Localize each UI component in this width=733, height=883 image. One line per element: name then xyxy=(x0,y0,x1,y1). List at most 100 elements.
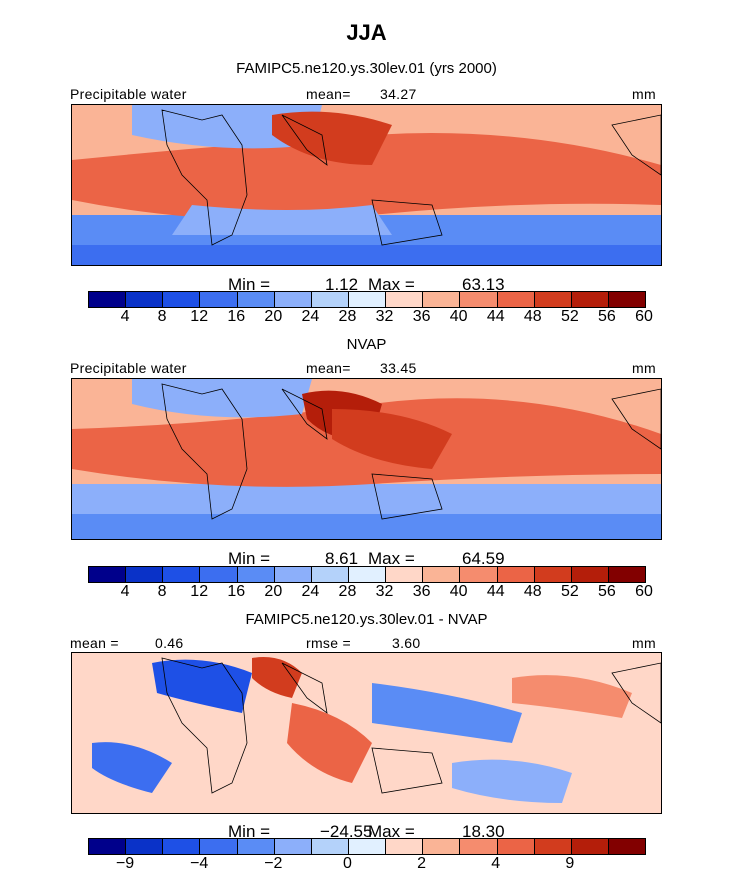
panel1-mean-value: 34.27 xyxy=(380,86,417,102)
panel1-title: FAMIPC5.ne120.ys.30lev.01 (yrs 2000) xyxy=(236,60,497,77)
panel3-mean-value: 0.46 xyxy=(155,635,184,651)
panel3-title: FAMIPC5.ne120.ys.30lev.01 - NVAP xyxy=(245,611,488,628)
colorbar-tick-label: 48 xyxy=(523,583,542,600)
colorbar-cell xyxy=(571,839,609,854)
colorbar-tick-label: 16 xyxy=(227,308,246,325)
colorbar-cell xyxy=(608,839,646,854)
colorbar-cell xyxy=(237,839,275,854)
panel1-colorbar xyxy=(88,291,646,308)
colorbar-tick-label: 32 xyxy=(375,308,394,325)
colorbar-cell xyxy=(200,567,238,582)
colorbar-cell xyxy=(237,567,275,582)
colorbar-cell xyxy=(571,567,609,582)
colorbar-tick-label: 44 xyxy=(486,583,505,600)
colorbar-tick-label: 8 xyxy=(157,583,167,600)
panel2-max-value: 64.59 xyxy=(462,549,505,568)
colorbar-tick-label: −4 xyxy=(190,855,209,872)
colorbar-tick-label: 20 xyxy=(264,308,283,325)
panel3-colorbar xyxy=(88,838,646,855)
colorbar-cell xyxy=(534,839,572,854)
panel2-title: NVAP xyxy=(346,336,387,353)
colorbar-cell xyxy=(311,567,349,582)
colorbar-cell xyxy=(163,292,201,307)
colorbar-tick-label: 56 xyxy=(598,308,616,325)
colorbar-cell xyxy=(237,292,275,307)
colorbar-cell xyxy=(534,292,572,307)
colorbar-tick-label: 40 xyxy=(449,583,468,600)
panel3-min-value: −24.55 xyxy=(320,822,373,841)
colorbar-tick-label: 52 xyxy=(560,308,579,325)
colorbar-cell xyxy=(163,839,201,854)
colorbar-cell xyxy=(274,839,312,854)
panel1-variable: Precipitable water xyxy=(70,86,187,102)
panel1-max-label: Max = xyxy=(368,275,415,294)
colorbar-cell xyxy=(608,567,646,582)
colorbar-tick-label: 4 xyxy=(491,855,501,872)
colorbar-cell xyxy=(497,839,535,854)
colorbar-cell xyxy=(423,567,461,582)
panel2-warm-pool xyxy=(332,409,452,469)
panel1-tropical-band xyxy=(72,133,661,220)
panel3-colorbar-ticks: −9 −4 −2 0 2 4 9 xyxy=(88,855,644,875)
panel2-min-value: 8.61 xyxy=(325,549,359,568)
panel1-mean-label: mean= xyxy=(306,86,351,102)
panel3-indian-ocean xyxy=(287,703,372,783)
colorbar-cell xyxy=(386,839,424,854)
panel3-south-pacific xyxy=(452,759,572,803)
colorbar-cell xyxy=(497,567,535,582)
colorbar-cell xyxy=(89,567,127,582)
colorbar-cell xyxy=(126,292,164,307)
panel3-mean-label: mean = xyxy=(70,635,119,651)
panel1-min-label: Min = xyxy=(228,275,271,294)
colorbar-tick-label: 60 xyxy=(635,308,653,325)
colorbar-tick-label: 8 xyxy=(157,308,167,325)
colorbar-cell xyxy=(423,292,461,307)
panel1-map xyxy=(71,104,662,266)
panel3-map xyxy=(71,652,662,814)
colorbar-cell xyxy=(274,292,312,307)
colorbar-tick-label: 36 xyxy=(412,308,431,325)
panel2-mean-value: 33.45 xyxy=(380,360,417,376)
colorbar-cell xyxy=(497,292,535,307)
panel3-coastlines xyxy=(161,657,661,794)
panel3-africa-dry xyxy=(152,659,252,713)
panel2-min-label: Min = xyxy=(228,549,271,568)
panel1-min-value: 1.12 xyxy=(325,275,359,294)
colorbar-cell xyxy=(348,567,387,582)
panel1-units: mm xyxy=(632,86,656,102)
colorbar-tick-label: 12 xyxy=(190,583,209,600)
panel3-rmse-value: 3.60 xyxy=(392,635,421,651)
colorbar-cell xyxy=(534,567,572,582)
colorbar-tick-label: 24 xyxy=(301,583,320,600)
colorbar-tick-label: −2 xyxy=(264,855,283,872)
colorbar-cell xyxy=(460,292,498,307)
panel2-south-edge xyxy=(72,514,661,539)
colorbar-tick-label: 28 xyxy=(338,308,357,325)
colorbar-cell xyxy=(460,567,498,582)
panel2-max-label: Max = xyxy=(368,549,415,568)
colorbar-tick-label: 40 xyxy=(449,308,468,325)
colorbar-tick-label: 28 xyxy=(338,583,357,600)
colorbar-cell xyxy=(460,839,498,854)
panel3-max-label: Max = xyxy=(368,822,415,841)
colorbar-tick-label: −9 xyxy=(115,855,135,872)
panel1-coastlines xyxy=(161,109,661,246)
panel2-coastlines xyxy=(161,383,661,520)
panel2-units: mm xyxy=(632,360,656,376)
panel1-south-edge xyxy=(72,245,661,265)
colorbar-cell xyxy=(311,292,349,307)
colorbar-cell xyxy=(89,839,127,854)
panel3-arabia-wet xyxy=(252,657,302,698)
colorbar-cell xyxy=(163,567,201,582)
panel2-north-africa xyxy=(132,379,312,418)
colorbar-tick-label: 9 xyxy=(565,855,575,872)
colorbar-tick-label: 0 xyxy=(343,855,352,872)
colorbar-cell xyxy=(274,567,312,582)
colorbar-cell xyxy=(200,292,238,307)
colorbar-tick-label: 36 xyxy=(412,583,431,600)
panel3-pacific-dry xyxy=(372,683,522,743)
colorbar-tick-label: 60 xyxy=(635,583,653,600)
colorbar-tick-label: 56 xyxy=(598,583,616,600)
colorbar-cell xyxy=(608,292,646,307)
colorbar-cell xyxy=(348,839,387,854)
